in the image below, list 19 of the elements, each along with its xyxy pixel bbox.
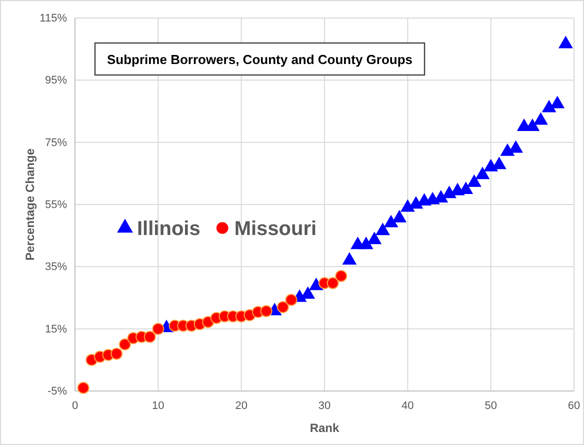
y-tick-label: 115% bbox=[40, 12, 68, 25]
y-tick-label: 15% bbox=[44, 323, 68, 336]
legend-label: Missouri bbox=[234, 218, 317, 240]
x-tick-label: 10 bbox=[152, 400, 164, 412]
y-tick-label: -5% bbox=[47, 386, 68, 398]
x-axis-title: Rank bbox=[310, 421, 340, 435]
text: Subprime Borrowers, County and County Groups bbox=[107, 52, 413, 67]
y-axis-title: Percentage Change bbox=[23, 148, 37, 261]
x-tick-label: 60 bbox=[568, 400, 580, 412]
y-tick-label: 55% bbox=[44, 199, 68, 212]
x-tick-label: 0 bbox=[72, 400, 78, 412]
x-tick-label: 20 bbox=[235, 400, 248, 412]
x-tick-label: 50 bbox=[484, 400, 497, 412]
y-tick-label: 35% bbox=[44, 261, 68, 274]
y-tick-label: 75% bbox=[44, 136, 68, 149]
y-tick-label: 95% bbox=[44, 74, 68, 87]
x-tick-label: 30 bbox=[318, 400, 331, 412]
x-tick-label: 40 bbox=[402, 400, 414, 412]
legend-label: Illinois bbox=[137, 218, 200, 240]
